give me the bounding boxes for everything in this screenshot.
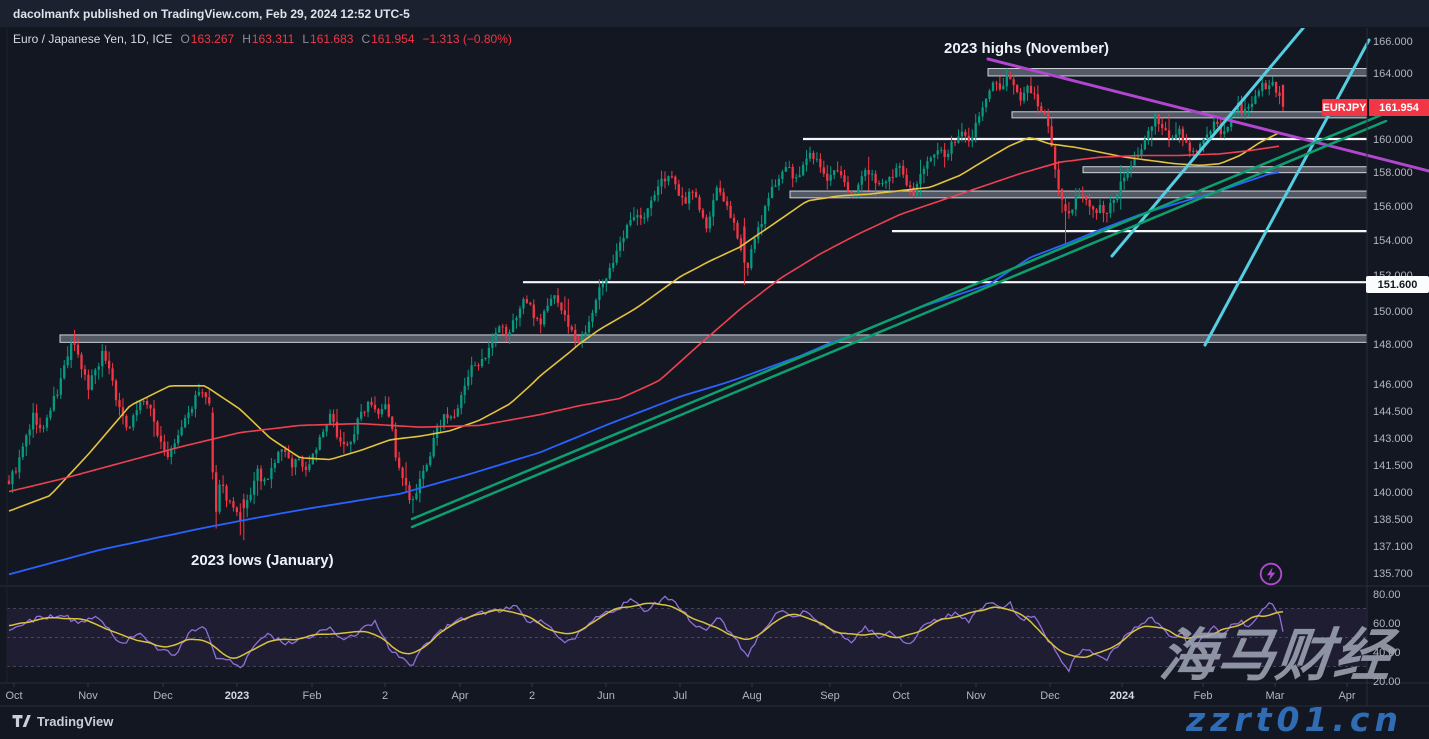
rsi-tick-label: 60.00 <box>1373 618 1401 630</box>
ma-slow-blue <box>8 171 1280 576</box>
watermark-cjk: 海马财经 <box>1156 623 1396 689</box>
annotation-2023-lows: 2023 lows (January) <box>191 552 334 569</box>
time-tick-label: 2024 <box>1110 690 1135 702</box>
level-price-badge: 151.600 <box>1366 276 1429 293</box>
price-tick-label: 140.000 <box>1373 487 1413 499</box>
time-tick-label: Oct <box>892 690 909 702</box>
down-candle-wicks <box>8 71 1284 541</box>
price-tick-label: 137.100 <box>1373 541 1413 553</box>
time-tick-label: Nov <box>966 690 986 702</box>
ma-mid-red <box>8 145 1280 493</box>
rsi-tick-label: 80.00 <box>1373 589 1401 601</box>
annotation-2023-highs: 2023 highs (November) <box>944 40 1110 57</box>
boost-lightning-button[interactable] <box>1258 561 1284 587</box>
downtrend-purple <box>986 57 1429 173</box>
time-tick-label: Nov <box>78 690 98 702</box>
price-tick-label: 150.000 <box>1373 306 1413 318</box>
price-tick-label: 164.000 <box>1373 68 1413 80</box>
ohlc-close: C 161.954 <box>361 32 415 46</box>
time-tick-label: 2 <box>529 690 535 702</box>
rsi-line <box>8 595 1284 673</box>
tradingview-icon <box>12 715 31 727</box>
time-tick-label: Mar <box>1266 690 1285 702</box>
ma-fast-yellow <box>8 132 1280 512</box>
trend-lines <box>410 28 1429 529</box>
last-price-value-badge: 161.954 <box>1369 99 1429 116</box>
publish-header: dacolmanfx published on TradingView.com,… <box>0 0 1429 27</box>
up-candle-bodies <box>11 75 1274 512</box>
ohlc-open: O 163.267 <box>180 32 235 46</box>
price-tick-label: 154.000 <box>1373 235 1413 247</box>
time-tick-label: Sep <box>820 690 840 702</box>
ohlc-low: L 161.683 <box>302 32 354 46</box>
support-resistance-zones <box>59 68 1429 343</box>
tradingview-label: TradingView <box>37 713 114 729</box>
channel-green-upper <box>410 111 1388 521</box>
time-tick-label: Feb <box>1194 690 1213 702</box>
zone-158-1 <box>1082 166 1368 174</box>
ohlc-high: H 163.311 <box>242 32 295 46</box>
time-tick-label: Jun <box>597 690 615 702</box>
symbol-title: Euro / Japanese Yen, 1D, ICE <box>13 32 173 46</box>
down-candle-bodies <box>7 75 1285 522</box>
up-candle-wicks <box>11 68 1274 518</box>
rsi-band <box>7 608 1367 667</box>
time-tick-label: Oct <box>5 690 22 702</box>
watermark-url: zzrt01.cn <box>1186 700 1403 739</box>
time-tick-label: Apr <box>451 690 468 702</box>
price-tick-label: 160.000 <box>1373 134 1413 146</box>
price-tick-label: 156.000 <box>1373 201 1413 213</box>
price-tick-label: 144.500 <box>1373 406 1413 418</box>
zone-161-4 <box>1011 111 1368 119</box>
tradingview-footer-logo[interactable]: TradingView <box>12 713 113 729</box>
price-tick-label: 135.700 <box>1373 568 1413 580</box>
zone-148-3 <box>59 334 1368 343</box>
price-axis[interactable]: 166.000 164.000 160.000 158.000 156.000 154.0… <box>1373 36 1413 688</box>
price-tick-label: 146.000 <box>1373 379 1413 391</box>
price-tick-label: 138.500 <box>1373 514 1413 526</box>
uptrend-cyan-steep <box>1110 28 1306 258</box>
time-tick-label: 2 <box>382 690 388 702</box>
price-tick-label: 158.000 <box>1373 167 1413 179</box>
last-price-symbol-badge: EURJPY <box>1322 99 1367 116</box>
price-tick-label: 148.000 <box>1373 339 1413 351</box>
rsi-signal-line <box>8 602 1284 660</box>
time-tick-label: Feb <box>303 690 322 702</box>
uptrend-cyan-outer <box>1203 38 1371 347</box>
rsi-tick-label: 40.00 <box>1373 647 1401 659</box>
rsi-panel <box>7 595 1367 673</box>
rsi-tick-label: 20.00 <box>1373 676 1401 688</box>
time-tick-label: Dec <box>153 690 173 702</box>
time-tick-label: Apr <box>1338 690 1355 702</box>
time-tick-label: Aug <box>742 690 762 702</box>
time-tick-label: 2023 <box>225 690 249 702</box>
price-tick-label: 143.000 <box>1373 433 1413 445</box>
time-axis[interactable]: Oct Nov Dec 2023 Feb 2 Apr 2 Jun Jul Aug Sep Oct Nov D… <box>5 683 1356 702</box>
price-tick-label: 166.000 <box>1373 36 1413 48</box>
channel-green-lower <box>410 119 1388 529</box>
lightning-icon <box>1259 562 1283 586</box>
change-value: −1.313 (−0.80%) <box>422 32 512 46</box>
price-tick-label: 141.500 <box>1373 460 1413 472</box>
time-tick-label: Jul <box>673 690 687 702</box>
publish-line: dacolmanfx published on TradingView.com,… <box>13 6 410 21</box>
time-tick-label: Dec <box>1040 690 1060 702</box>
